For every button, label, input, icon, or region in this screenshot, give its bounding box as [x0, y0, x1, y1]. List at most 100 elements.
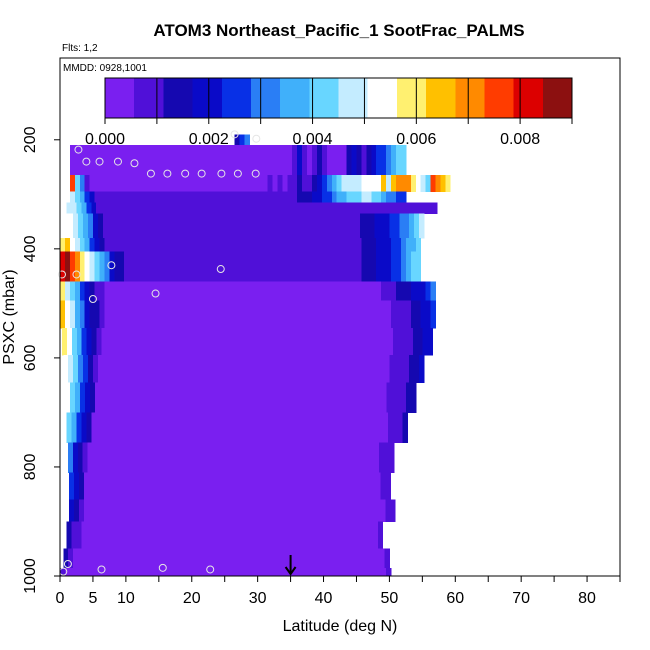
heatmap-cell	[336, 300, 343, 329]
heatmap-cell	[188, 251, 194, 282]
heatmap-cell	[190, 202, 196, 214]
heatmap-cell	[351, 281, 357, 302]
heatmap-cell	[276, 499, 283, 522]
heatmap-cell	[402, 202, 408, 214]
heatmap-cell	[226, 213, 232, 239]
heatmap-cell	[229, 412, 235, 443]
heatmap-cell	[341, 281, 347, 302]
heatmap-cell	[232, 300, 239, 329]
heatmap-cell	[351, 191, 357, 203]
heatmap-cell	[397, 327, 404, 356]
heatmap-cell	[148, 237, 155, 252]
heatmap-cell	[200, 412, 206, 443]
heatmap-cell	[192, 499, 199, 522]
heatmap-cell	[239, 521, 245, 550]
heatmap-cell	[361, 237, 367, 252]
heatmap-cell	[311, 472, 317, 501]
heatmap-cell	[119, 382, 125, 413]
heatmap-cell	[402, 412, 408, 443]
heatmap-cell	[193, 281, 199, 302]
heatmap-cell	[295, 355, 301, 383]
heatmap-cell	[316, 300, 323, 329]
heatmap-cell	[237, 251, 244, 282]
heatmap-cell	[244, 521, 250, 550]
heatmap-cell	[307, 281, 313, 302]
heatmap-cell	[312, 145, 318, 176]
heatmap-cell	[178, 145, 184, 176]
heatmap-cell	[104, 145, 110, 176]
heatmap-cell	[92, 548, 99, 569]
heatmap-cell	[269, 521, 275, 550]
heatmap-cell	[329, 442, 336, 473]
data-point	[233, 169, 242, 178]
heatmap-cell	[242, 472, 248, 501]
heatmap-cell	[376, 382, 382, 413]
heatmap-cell	[360, 499, 367, 522]
heatmap-cell	[150, 412, 156, 443]
heatmap-cell	[341, 191, 347, 203]
heatmap-cell	[158, 237, 165, 252]
heatmap-cell	[228, 251, 234, 282]
colorbar-ticks: 0.000 0.002 0.004 0.006 0.008	[85, 131, 540, 148]
heatmap-cell	[371, 567, 377, 577]
heatmap-cell	[282, 251, 288, 282]
heatmap-cell	[91, 327, 97, 356]
heatmap-cell	[257, 281, 263, 302]
heatmap-cell	[168, 175, 175, 192]
heatmap-cell	[312, 281, 318, 302]
heatmap-cell	[300, 355, 306, 383]
heatmap-cell	[125, 412, 132, 443]
heatmap-cell	[88, 472, 95, 501]
heatmap-cell	[208, 191, 214, 203]
heatmap-cell	[256, 499, 263, 522]
heatmap-cell	[370, 472, 376, 501]
heatmap-cell	[293, 521, 300, 550]
heatmap-cell	[71, 327, 78, 356]
heatmap-cell	[124, 251, 130, 282]
heatmap-cell	[83, 548, 89, 569]
data-point	[57, 270, 66, 279]
heatmap-cell	[254, 202, 260, 214]
heatmap-cell	[246, 213, 252, 239]
heatmap-cell	[133, 499, 139, 522]
heatmap-cell	[364, 355, 371, 383]
heatmap-cell	[384, 548, 390, 569]
heatmap-cell	[246, 355, 252, 383]
colorbar-swatch	[309, 78, 339, 118]
heatmap-cell	[155, 412, 161, 443]
heatmap-cell	[391, 175, 397, 192]
heatmap-cell	[223, 145, 229, 176]
heatmap-cell	[241, 548, 247, 569]
heatmap-cell	[69, 499, 75, 522]
heatmap-cell	[316, 251, 323, 282]
heatmap-cell	[361, 251, 367, 282]
heatmap-cell	[198, 237, 204, 252]
heatmap-cell	[326, 191, 333, 203]
heatmap-cell	[330, 548, 336, 569]
heatmap-cell	[405, 251, 412, 282]
heatmap-cell	[341, 175, 347, 192]
heatmap-cell	[186, 213, 193, 239]
heatmap-cell	[331, 499, 337, 522]
heatmap-cell	[195, 412, 201, 443]
heatmap-cell	[203, 281, 209, 302]
heatmap-cell	[208, 145, 214, 176]
data-point	[95, 157, 104, 166]
heatmap-cell	[119, 567, 125, 577]
heatmap-cell	[191, 442, 197, 473]
heatmap-cell	[158, 175, 165, 192]
heatmap-cell	[308, 202, 315, 214]
heatmap-cell	[213, 191, 219, 203]
heatmap-cell	[301, 499, 307, 522]
heatmap-cell	[225, 327, 231, 356]
heatmap-cell	[376, 281, 382, 302]
heatmap-cell	[201, 213, 207, 239]
heatmap-cell	[79, 175, 86, 192]
heatmap-cell	[125, 521, 132, 550]
heatmap-cell	[346, 300, 352, 329]
heatmap-cell	[315, 355, 321, 383]
heatmap-cell	[104, 567, 110, 577]
heatmap-cell	[203, 567, 209, 577]
heatmap-cell	[445, 175, 451, 192]
heatmap-cell	[381, 175, 387, 192]
